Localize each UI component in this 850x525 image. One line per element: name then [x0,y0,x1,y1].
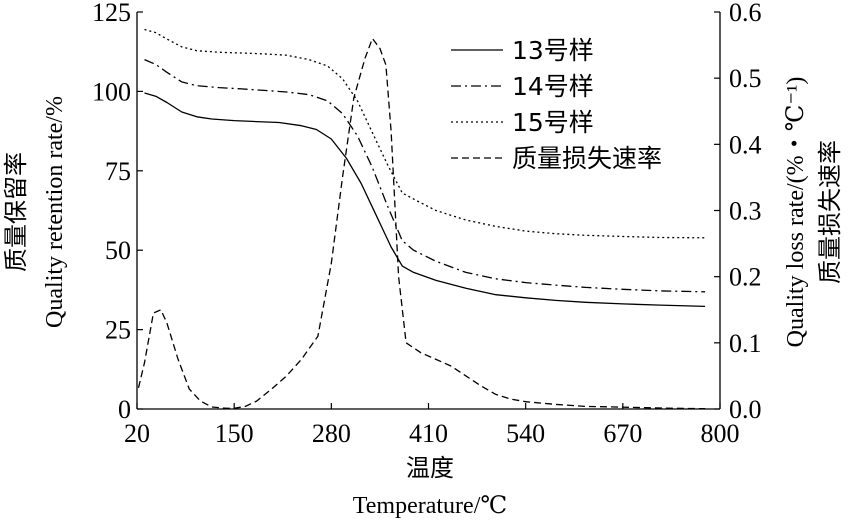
right-y-tick-label: 0.4 [729,130,762,159]
left-y-tick-label: 125 [92,0,131,27]
left-y-tick-label: 0 [118,395,131,424]
right-axis-title-cn: 质量损失速率 [816,140,844,284]
x-tick-label: 20 [124,419,150,448]
left-axis-title-cn: 质量保留率 [2,152,30,272]
right-y-tick-label: 0.3 [729,197,762,226]
series-line-1 [144,92,706,308]
x-axis-title-en: Temperature/℃ [353,493,507,519]
legend-label-3: 15号样 [512,108,594,137]
right-y-tick-label: 0.5 [729,64,762,93]
right-y-tick-label: 0.2 [729,263,762,292]
x-tick-label: 280 [312,419,351,448]
series-line-3 [144,28,706,239]
axis-titles: 温度 Temperature/℃ 质量保留率 Quality retention… [2,77,844,519]
right-y-tick-label: 0.6 [729,0,762,27]
right-y-tick-label: 0.1 [729,329,762,358]
legend-label-2: 14号样 [512,72,594,101]
x-tick-label: 540 [506,419,545,448]
x-tick-label: 800 [701,419,740,448]
series-line-4 [137,37,706,410]
left-axis-title-en: Quality retention rate/% [42,96,68,328]
x-tick-label: 670 [603,419,642,448]
x-tick-label: 150 [215,419,254,448]
left-y-tick-label: 75 [105,157,131,186]
legend-label-1: 13号样 [512,36,594,65]
legend-label-4: 质量损失速率 [512,144,662,173]
right-y-tick-label: 0.0 [729,395,762,424]
x-tick-label: 410 [409,419,448,448]
left-y-tick-label: 50 [105,236,131,265]
right-axis-title-en: Quality loss rate/(%・℃⁻¹) [783,77,809,348]
axes: 20 150 280 410 540 670 800 0 25 50 75 100 125 0.0 0.1 0… [92,0,762,448]
left-y-tick-label: 100 [92,77,131,106]
series-layer [137,28,706,410]
series-line-2 [144,59,706,293]
left-y-tick-label: 25 [105,316,131,345]
x-axis-title-cn: 温度 [406,454,454,482]
